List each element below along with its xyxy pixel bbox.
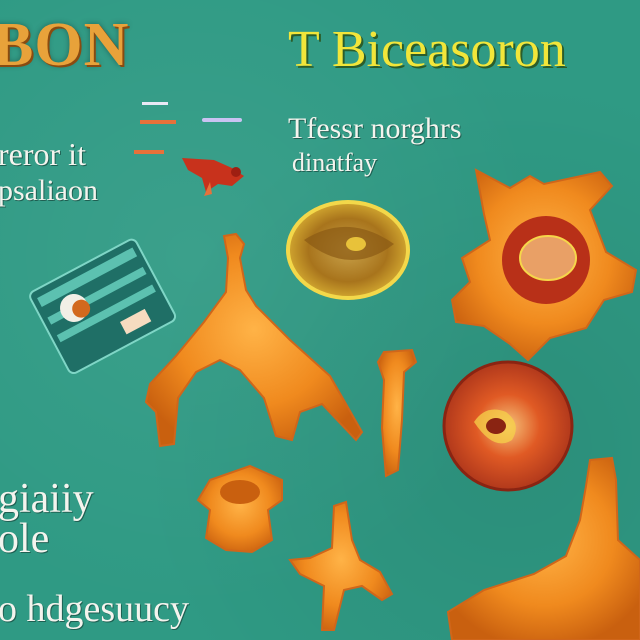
y-shaped-organ-icon: [144, 232, 364, 448]
title-left: BON: [0, 11, 130, 79]
yellow-oval-cell-icon: [286, 200, 410, 300]
star-cell-with-red-core-icon: [450, 168, 638, 362]
small-tools-icon: [134, 102, 242, 154]
large-curved-organ-icon: [446, 456, 640, 640]
vertebra-like-organ-icon: [196, 464, 283, 554]
subtitle-line-1: Tfessr norghrs: [288, 112, 462, 145]
small-branch-organ-icon: [288, 500, 394, 631]
left-label-1: reror it: [0, 136, 86, 172]
left-label-3: giaiiy: [0, 476, 94, 522]
vertical-stem-icon: [376, 348, 418, 478]
bottom-caption: o hdgesuucy: [0, 588, 190, 630]
subtitle-line-2: dinatfay: [292, 148, 378, 177]
left-label-2: psaliaon: [0, 174, 98, 207]
red-bird-icon: [182, 158, 244, 196]
page-title: T Biceasoron: [288, 21, 566, 78]
tile-chip-icon: [29, 238, 177, 375]
left-label-4: ole: [0, 516, 50, 562]
round-red-cell-icon: [442, 360, 574, 492]
